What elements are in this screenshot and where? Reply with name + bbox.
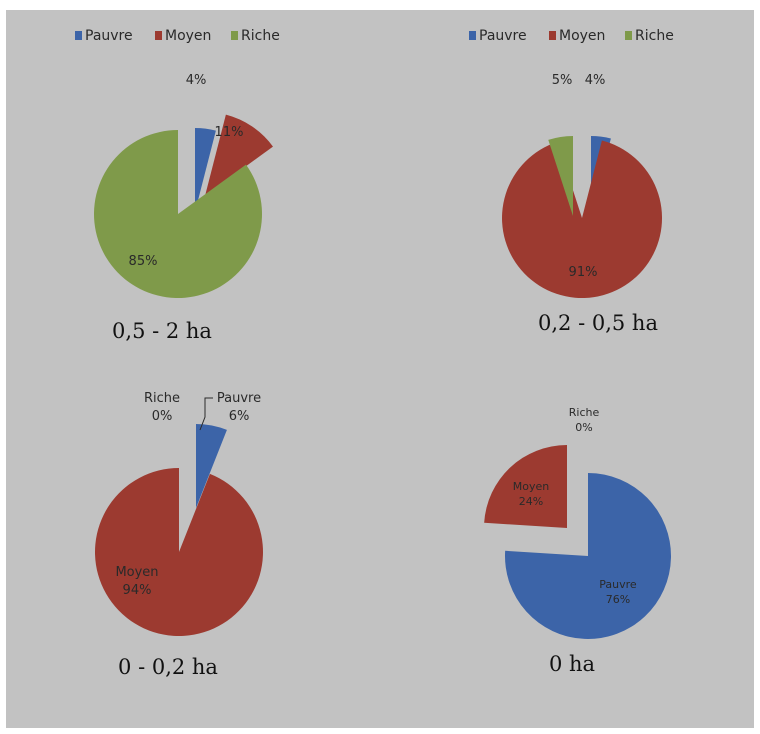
data-label-pauvre: 4%	[585, 73, 606, 88]
data-label-riche: Riche 0%	[569, 406, 600, 434]
pie-slice-pauvre	[196, 424, 227, 508]
data-label-pauvre: Pauvre 76%	[599, 578, 637, 606]
data-label-moyen: Moyen 24%	[513, 480, 549, 508]
pie-slice-moyen	[484, 445, 567, 528]
legend-swatch-pauvre	[75, 31, 82, 40]
legend-swatch-pauvre	[469, 31, 476, 40]
legend: Pauvre Moyen Riche	[75, 28, 280, 44]
chart-caption: 0 ha	[549, 652, 595, 676]
pie-slice-riche	[548, 136, 573, 216]
legend: Pauvre Moyen Riche	[469, 28, 674, 44]
chart-caption: 0,2 - 0,5 ha	[538, 311, 658, 335]
pie-slice-moyen	[502, 140, 663, 298]
legend-label-pauvre: Pauvre	[85, 28, 133, 44]
legend-swatch-riche	[231, 31, 238, 40]
pie-chart-4: Riche 0% Pauvre 76% Moyen 24% 0 ha	[484, 406, 671, 676]
pie-charts-svg: 4% 11% 85% Pauvre Moyen Riche 0,5 - 2 ha 5% 4% 91…	[75, 28, 674, 679]
pie-slice-pauvre	[195, 128, 216, 212]
legend-label-moyen: Moyen	[559, 28, 605, 44]
data-label-moyen: 91%	[569, 265, 598, 280]
pie-slice-moyen	[205, 114, 273, 196]
pie-chart-2: 5% 4% 91% Pauvre Moyen Riche 0,2 - 0,5 ha	[469, 28, 674, 335]
pie-slice-pauvre	[504, 473, 671, 639]
chart-caption: 0,5 - 2 ha	[112, 319, 212, 343]
data-label-pauvre: Pauvre 6%	[217, 391, 261, 424]
pie-chart-3: Riche 0% Pauvre 6% Moyen 94% 0 - 0,2 ha	[94, 391, 263, 679]
legend-label-pauvre: Pauvre	[479, 28, 527, 44]
pie-slice-moyen	[94, 468, 263, 636]
chart-canvas: 4% 11% 85% Pauvre Moyen Riche 0,5 - 2 ha 5% 4% 91…	[6, 10, 754, 728]
legend-swatch-moyen	[155, 31, 162, 40]
data-label-riche: Riche 0%	[144, 391, 180, 424]
legend-swatch-riche	[625, 31, 632, 40]
legend-label-riche: Riche	[241, 28, 280, 44]
legend-label-moyen: Moyen	[165, 28, 211, 44]
pie-chart-1: 4% 11% 85% Pauvre Moyen Riche 0,5 - 2 ha	[75, 28, 280, 343]
data-label-riche: 5%	[552, 73, 573, 88]
data-label-riche: 85%	[129, 254, 158, 269]
legend-label-riche: Riche	[635, 28, 674, 44]
data-label-moyen: Moyen 94%	[115, 565, 158, 598]
data-label-moyen: 11%	[215, 125, 244, 140]
chart-caption: 0 - 0,2 ha	[118, 655, 218, 679]
pie-slice-riche	[93, 130, 262, 299]
data-label-pauvre: 4%	[186, 73, 207, 88]
leader-line	[199, 397, 213, 431]
legend-swatch-moyen	[549, 31, 556, 40]
